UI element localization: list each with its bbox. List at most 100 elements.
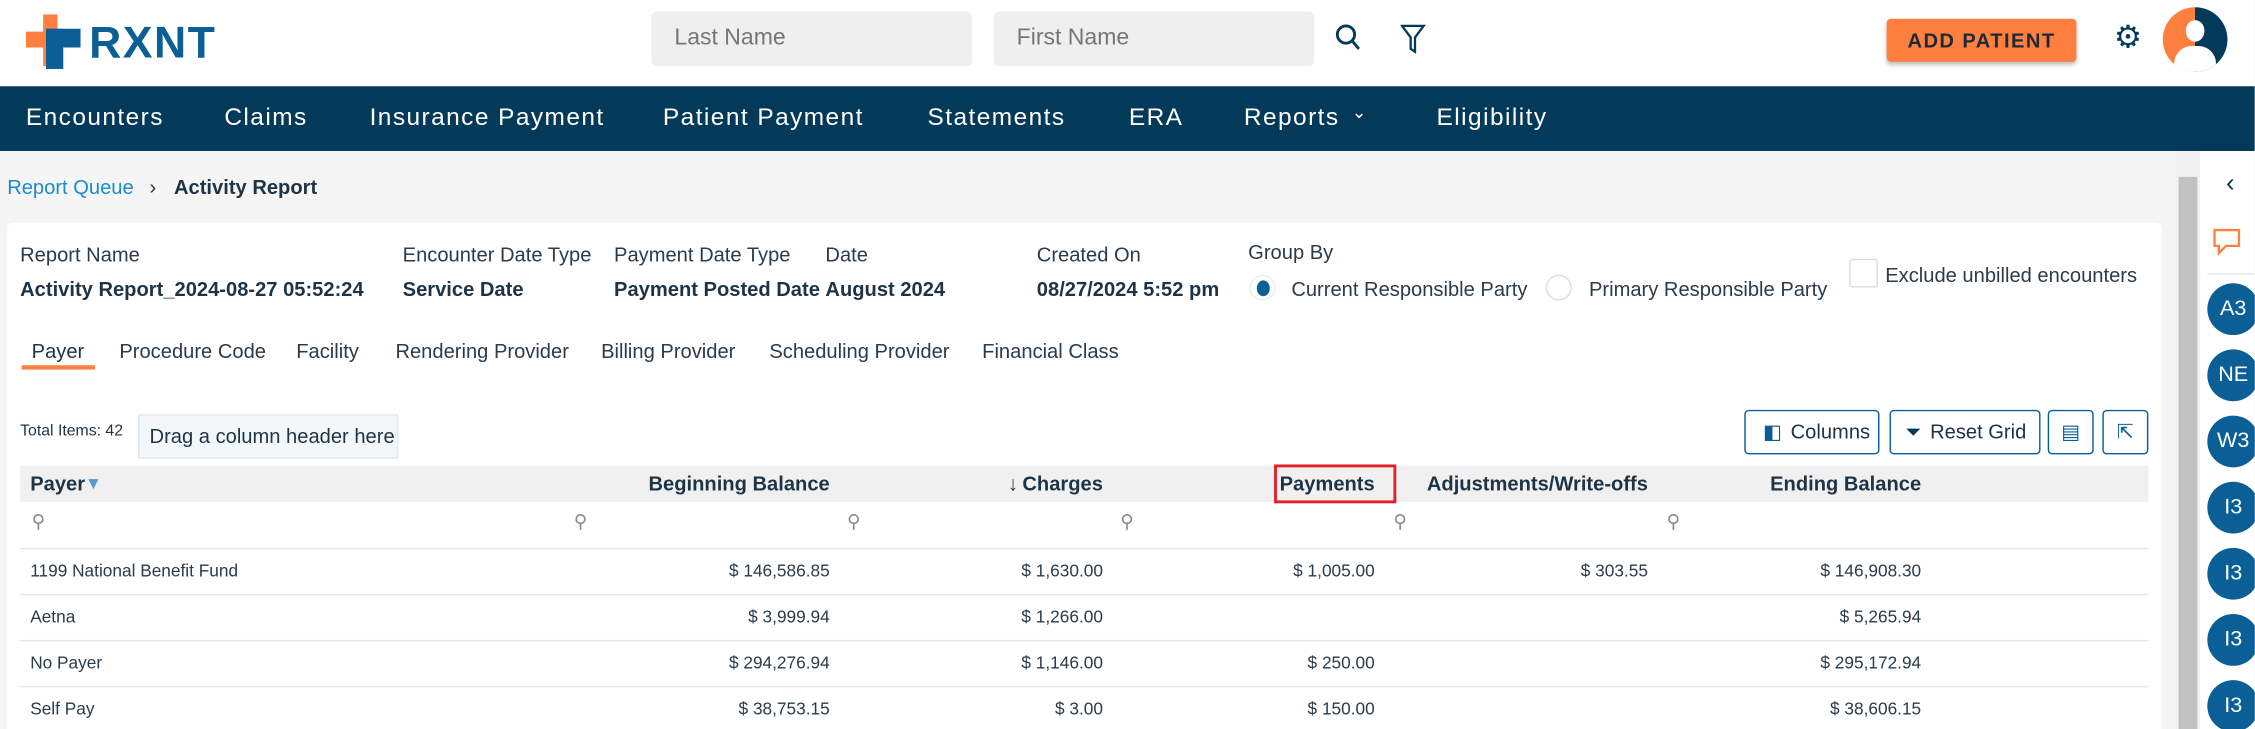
main-nav: Encounters Claims Insurance Payment Pati… — [0, 86, 2255, 151]
tab-rendering-provider[interactable]: Rendering Provider — [395, 339, 569, 363]
columns-icon: ◧ — [1762, 419, 1783, 443]
logo-icon — [25, 14, 81, 70]
cell-payer: Self Pay — [30, 698, 95, 719]
patient-badge[interactable]: I3 — [2207, 680, 2255, 729]
cell-beginning-balance: $ 38,753.15 — [738, 698, 830, 719]
col-header-ending-balance[interactable]: Ending Balance — [1770, 471, 1922, 495]
cell-beginning-balance: $ 294,276.94 — [728, 652, 830, 673]
tab-facility[interactable]: Facility — [296, 339, 359, 363]
sort-desc-icon: ↓ — [1008, 471, 1019, 495]
cell-adjustments: $ 303.55 — [1580, 560, 1648, 581]
table-row[interactable] — [20, 640, 2149, 688]
tab-procedure-code[interactable]: Procedure Code — [119, 339, 266, 363]
nav-era[interactable]: ERA — [1128, 103, 1184, 131]
radio-primary-label: Primary Responsible Party — [1588, 277, 1828, 301]
cell-charges: $ 1,630.00 — [1021, 560, 1103, 581]
columns-button[interactable]: ◧ Columns — [1744, 409, 1880, 455]
created-on-value: 08/27/2024 5:52 pm — [1036, 277, 1220, 301]
filter-search-icon[interactable]: ⚲ — [31, 510, 46, 533]
avatar[interactable] — [2162, 7, 2228, 72]
tab-payer[interactable]: Payer — [31, 339, 85, 363]
cell-charges: $ 1,146.00 — [1021, 652, 1103, 673]
filter-row — [20, 502, 2149, 550]
tab-financial-class[interactable]: Financial Class — [982, 339, 1119, 363]
cell-ending-balance: $ 5,265.94 — [1839, 606, 1922, 627]
radio-primary-responsible-party[interactable] — [1545, 274, 1572, 301]
patient-badge[interactable]: I3 — [2207, 614, 2255, 666]
last-name-input[interactable] — [651, 11, 973, 67]
filter-search-icon[interactable]: ⚲ — [846, 510, 861, 533]
tab-billing-provider[interactable]: Billing Provider — [601, 339, 736, 363]
cell-charges: $ 3.00 — [1054, 698, 1103, 719]
report-name-label: Report Name — [20, 243, 140, 267]
nav-encounters[interactable]: Encounters — [25, 103, 164, 131]
nav-insurance-payment[interactable]: Insurance Payment — [369, 103, 605, 131]
patient-badge[interactable]: I3 — [2207, 481, 2255, 534]
report-name-value: Activity Report_2024-08-27 05:52:24 — [20, 277, 364, 301]
table-row[interactable] — [20, 594, 2149, 642]
encounter-date-type-value: Service Date — [402, 277, 524, 301]
radio-current-label: Current Responsible Party — [1291, 277, 1528, 301]
filter-icon[interactable] — [1400, 23, 1427, 55]
cell-ending-balance: $ 38,606.15 — [1829, 698, 1922, 719]
radio-current-responsible-party[interactable] — [1249, 274, 1276, 301]
total-items: Total Items: 42 — [20, 422, 124, 441]
group-drop-zone[interactable]: Drag a column header here — [138, 414, 399, 459]
nav-patient-payment[interactable]: Patient Payment — [662, 103, 864, 131]
cell-payments: $ 1,005.00 — [1293, 560, 1375, 581]
nav-claims[interactable]: Claims — [224, 103, 308, 131]
scrollbar-thumb[interactable] — [2178, 176, 2198, 729]
export-icon: ⇱ — [2116, 419, 2134, 443]
cell-payer: 1199 National Benefit Fund — [30, 560, 239, 581]
patient-badge[interactable]: W3 — [2207, 415, 2255, 468]
cell-payer: No Payer — [30, 652, 103, 673]
exclude-unbilled-checkbox[interactable] — [1849, 258, 1879, 288]
payment-date-type-label: Payment Date Type — [614, 243, 791, 267]
exclude-unbilled-label: Exclude unbilled encounters — [1885, 263, 2138, 287]
group-by-label: Group By — [1248, 240, 1334, 264]
patient-badge[interactable]: I3 — [2207, 547, 2255, 600]
nav-statements[interactable]: Statements — [927, 103, 1066, 131]
col-header-charges[interactable]: Charges — [1022, 471, 1103, 495]
col-header-beginning-balance[interactable]: Beginning Balance — [648, 471, 830, 495]
cell-payer: Aetna — [30, 606, 76, 627]
col-header-payments[interactable]: Payments — [1279, 471, 1375, 495]
table-row[interactable] — [20, 548, 2149, 596]
reset-grid-label: Reset Grid — [1930, 419, 2027, 443]
filter-search-icon[interactable]: ⚲ — [1120, 510, 1134, 533]
vertical-scrollbar[interactable] — [2175, 150, 2201, 729]
columns-label: Columns — [1790, 419, 1871, 443]
export-excel-button[interactable]: ▤ — [2047, 409, 2094, 455]
date-value: August 2024 — [825, 277, 946, 301]
patient-badge[interactable]: NE — [2207, 349, 2255, 402]
cell-payments: $ 150.00 — [1307, 698, 1375, 719]
patient-badge[interactable]: A3 — [2207, 283, 2255, 336]
clear-filter-icon: ⏷ — [1905, 419, 1922, 443]
chevron-down-icon[interactable]: ⌄ — [1351, 102, 1368, 123]
logo: RXNT — [89, 17, 217, 68]
chevron-left-icon[interactable]: ‹ — [2226, 168, 2235, 198]
active-tab-underline — [21, 365, 95, 370]
tab-scheduling-provider[interactable]: Scheduling Provider — [769, 339, 950, 363]
add-patient-button[interactable]: ADD PATIENT — [1886, 18, 2077, 62]
cell-ending-balance: $ 295,172.94 — [1820, 652, 1922, 673]
reset-grid-button[interactable]: ⏷ Reset Grid — [1889, 409, 2041, 455]
nav-eligibility[interactable]: Eligibility — [1436, 103, 1548, 131]
search-icon[interactable] — [1334, 23, 1363, 52]
cell-charges: $ 1,266.00 — [1021, 606, 1103, 627]
chat-icon[interactable] — [2212, 227, 2244, 262]
filter-search-icon[interactable]: ⚲ — [1393, 510, 1408, 533]
column-filter-icon[interactable]: ▼ — [84, 473, 102, 494]
export-button[interactable]: ⇱ — [2102, 409, 2149, 455]
col-header-payer[interactable]: Payer — [30, 471, 86, 495]
payment-date-type-value: Payment Posted Date — [614, 277, 820, 301]
breadcrumb-report-queue[interactable]: Report Queue — [7, 175, 134, 199]
gear-icon[interactable]: ⚙ — [2113, 18, 2143, 55]
first-name-input[interactable] — [993, 11, 1315, 67]
highlight-box — [1274, 464, 1397, 504]
filter-search-icon[interactable]: ⚲ — [573, 510, 588, 533]
filter-search-icon[interactable]: ⚲ — [1666, 510, 1681, 533]
nav-reports[interactable]: Reports — [1243, 103, 1340, 131]
cell-ending-balance: $ 146,908.30 — [1820, 560, 1922, 581]
col-header-adjustments[interactable]: Adjustments/Write-offs — [1426, 471, 1648, 495]
